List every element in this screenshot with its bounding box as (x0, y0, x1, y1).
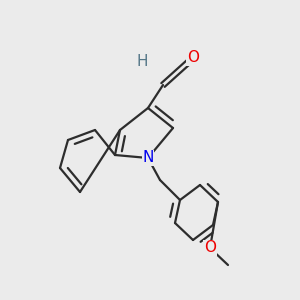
Text: O: O (187, 50, 199, 65)
Text: N: N (142, 151, 154, 166)
Text: H: H (136, 55, 148, 70)
Text: O: O (204, 241, 216, 256)
